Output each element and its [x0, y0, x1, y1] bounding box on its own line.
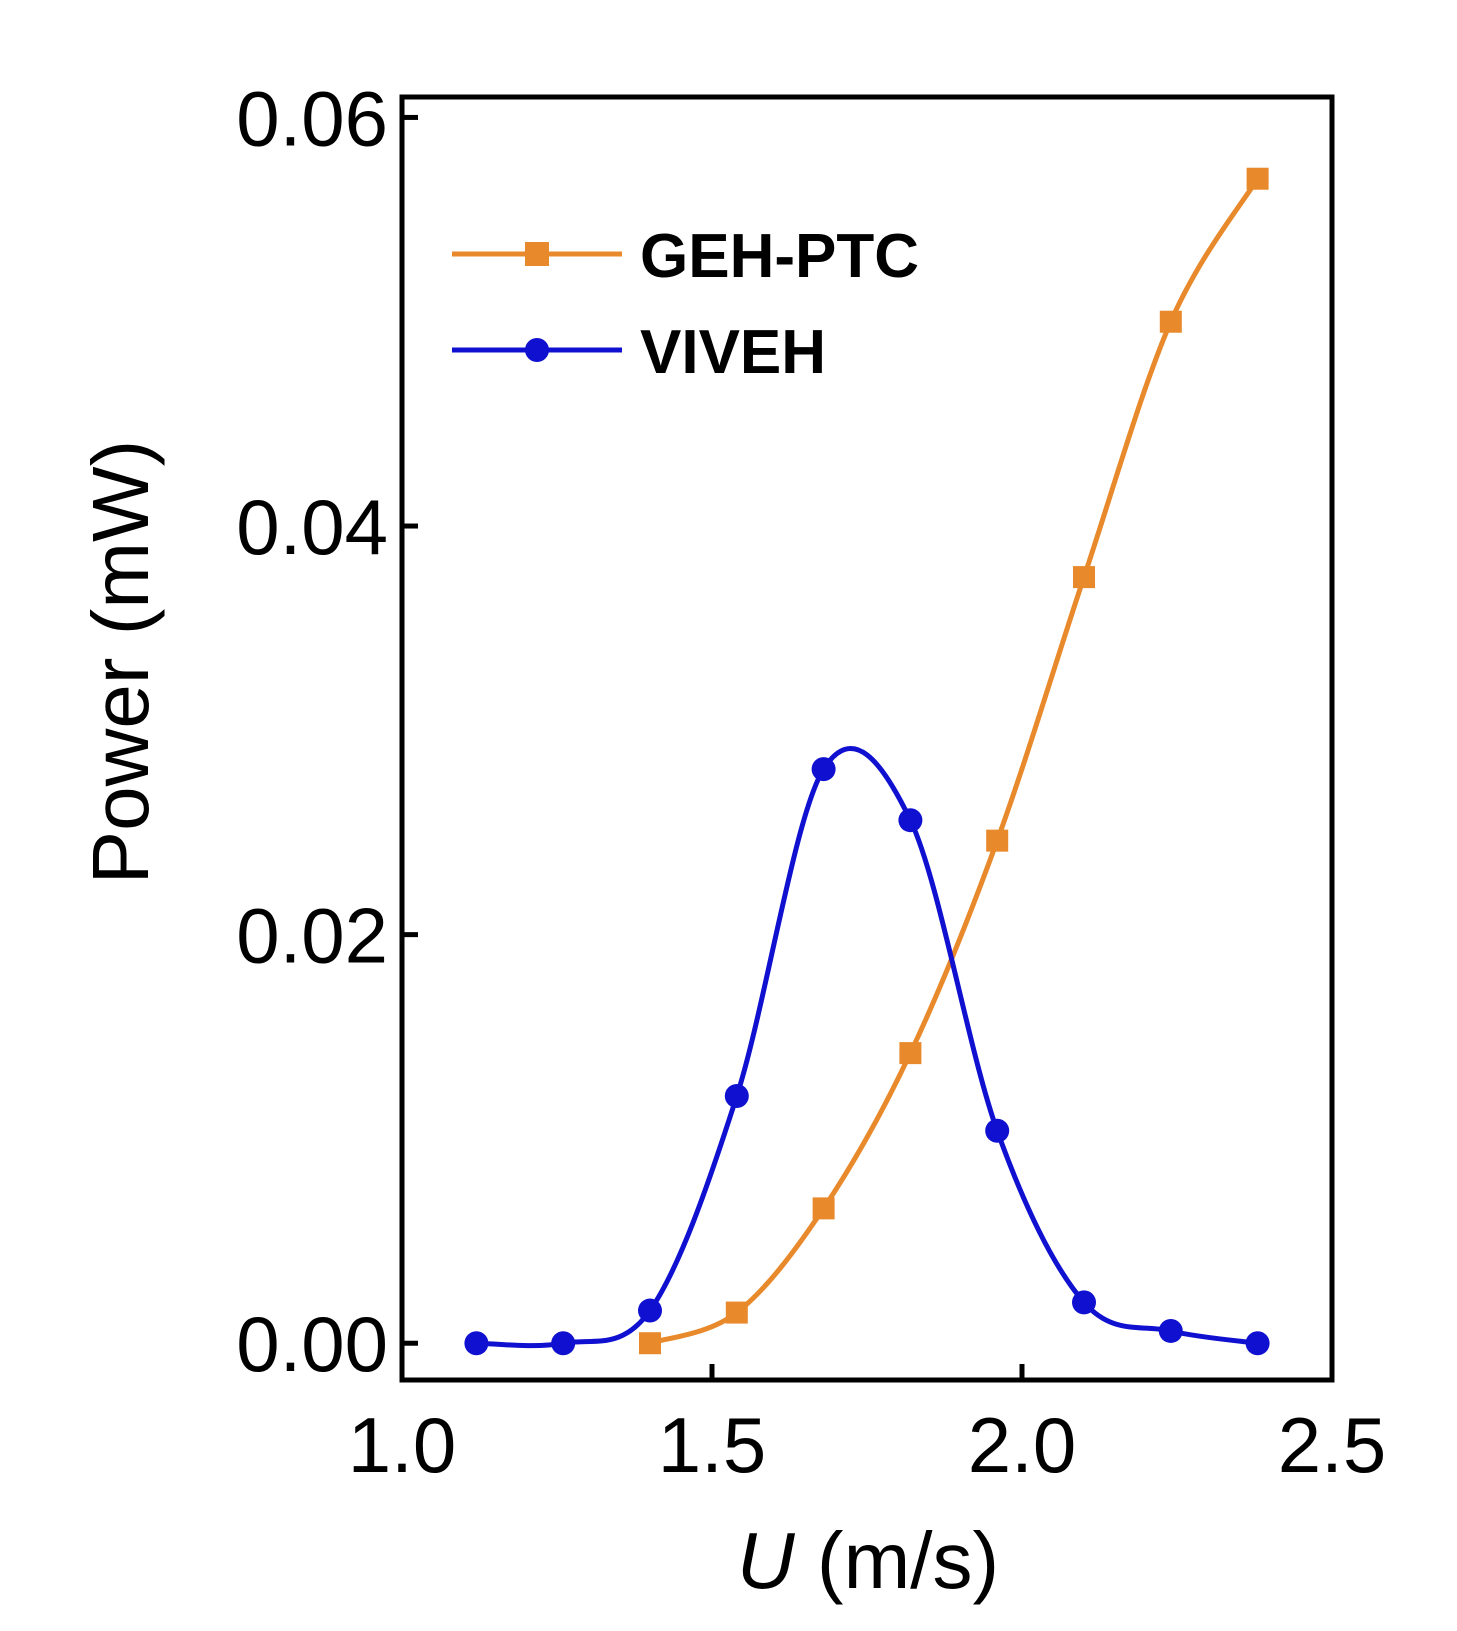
- data-point-viveh: [898, 808, 923, 833]
- data-point-viveh: [985, 1118, 1010, 1143]
- x-tick-label: 2.5: [1278, 1401, 1386, 1489]
- data-point-viveh: [1072, 1290, 1096, 1315]
- y-axis-ticks: 0.00 0.02 0.04 0.06: [236, 74, 418, 1388]
- y-tick-label: 0.04: [236, 483, 388, 571]
- data-point-viveh: [464, 1331, 489, 1356]
- x-tick-label: 1.0: [348, 1401, 456, 1489]
- legend-label-viveh: VIVEH: [640, 318, 826, 387]
- data-point-geh-ptc: [725, 1301, 748, 1324]
- data-point-viveh: [724, 1084, 749, 1109]
- x-axis-label-unit: (m/s): [795, 1516, 999, 1605]
- data-point-viveh: [638, 1298, 662, 1323]
- y-tick-label: 0.02: [236, 892, 388, 980]
- series-curves: [473, 176, 1261, 1349]
- x-tick-label: 2.0: [968, 1401, 1076, 1489]
- legend-marker-geh-ptc: [525, 242, 549, 266]
- series-markers: [464, 167, 1270, 1356]
- y-axis-label: Power (mW): [76, 440, 165, 884]
- series-line-geh-ptc: [647, 176, 1261, 1346]
- data-point-viveh: [1245, 1331, 1270, 1356]
- data-point-geh-ptc: [986, 829, 1009, 852]
- x-axis-ticks: 1.0 1.5 2.0 2.5: [348, 1364, 1386, 1489]
- data-point-viveh: [811, 757, 836, 782]
- series-line-viveh: [473, 746, 1261, 1349]
- data-point-geh-ptc: [899, 1042, 922, 1065]
- legend-label-geh-ptc: GEH-PTC: [640, 222, 919, 291]
- data-point-geh-ptc: [812, 1197, 835, 1220]
- plot-frame: [399, 94, 1335, 1383]
- y-tick-label: 0.06: [236, 74, 388, 162]
- data-point-geh-ptc: [1159, 310, 1182, 333]
- data-point-geh-ptc: [639, 1332, 661, 1355]
- legend-marker-viveh: [525, 338, 549, 362]
- x-axis-label: U (m/s): [737, 1516, 999, 1605]
- x-axis-label-symbol: U: [737, 1516, 796, 1605]
- data-point-viveh: [1158, 1318, 1183, 1343]
- x-tick-label: 1.5: [658, 1401, 766, 1489]
- y-tick-label: 0.00: [236, 1300, 388, 1388]
- data-point-viveh: [551, 1331, 576, 1356]
- data-point-geh-ptc: [1073, 566, 1095, 589]
- legend: GEH-PTC VIVEH: [452, 222, 919, 387]
- data-point-geh-ptc: [1246, 167, 1269, 190]
